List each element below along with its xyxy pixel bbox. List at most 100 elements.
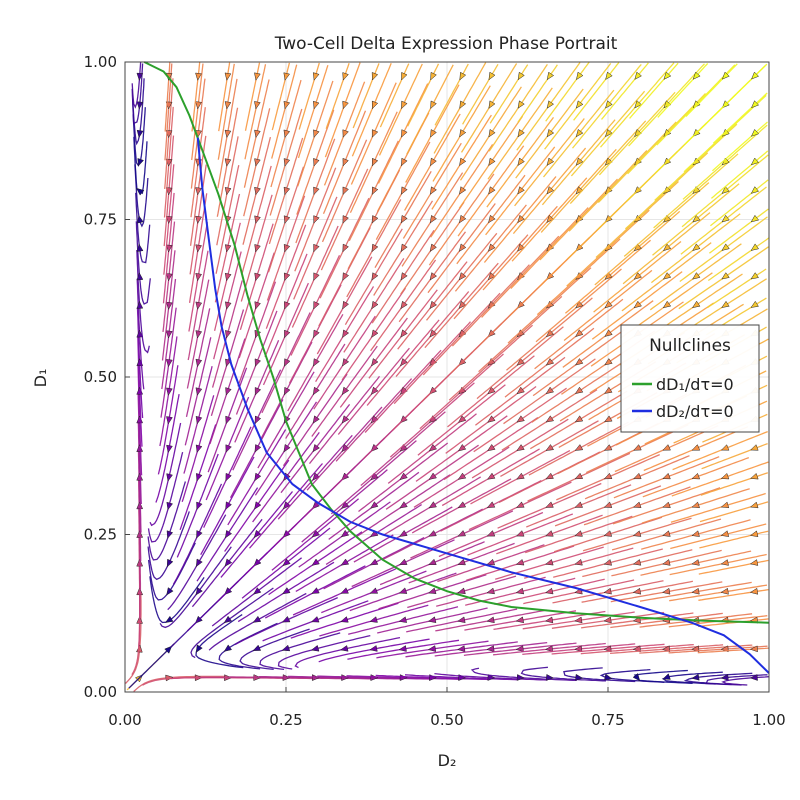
stream-arrow-90 (252, 615, 262, 623)
stream-arrow-15 (136, 243, 144, 252)
y-tick-label: 0.50 (84, 368, 117, 386)
stream-arrow-260 (459, 157, 467, 167)
stream-arrow-170 (342, 215, 349, 224)
stream-arrow-483 (751, 71, 760, 80)
streamline-483 (713, 63, 768, 116)
stream-arrow-29 (166, 473, 173, 482)
stream-arrow-144 (313, 329, 320, 339)
stream-arrow-140 (312, 443, 320, 453)
stream-arrow-296 (516, 386, 525, 395)
stream-arrow-238 (430, 157, 437, 167)
stream-arrow-423 (691, 530, 700, 537)
stream-arrow-258 (459, 214, 467, 224)
stream-arrow-456 (721, 214, 730, 223)
stream-arrow-27 (166, 530, 174, 539)
stream-arrow-147 (313, 243, 320, 253)
stream-arrow-113 (282, 587, 291, 595)
stream-arrow-257 (458, 243, 467, 252)
stream-arrow-477 (750, 243, 760, 251)
x-axis-label: D₂ (438, 751, 457, 770)
stream-arrow-251 (458, 415, 467, 423)
stream-arrow-228 (428, 443, 438, 452)
stream-arrow-120 (283, 386, 291, 396)
streamline-480 (710, 150, 769, 199)
stream-arrow-447 (720, 472, 730, 480)
stream-arrow-142 (312, 386, 320, 396)
stream-arrow-462 (749, 674, 758, 681)
stream-arrow-389 (633, 243, 642, 252)
stream-arrow-482 (751, 100, 760, 109)
stream-arrow-439 (692, 71, 701, 80)
stream-arrow-85 (224, 129, 232, 139)
stream-arrow-154 (341, 674, 350, 681)
stream-arrow-431 (691, 300, 701, 309)
stream-arrow-215 (400, 186, 408, 195)
stream-arrow-128 (283, 158, 291, 167)
stream-arrow-311 (544, 587, 554, 595)
stream-arrow-216 (401, 157, 408, 167)
stream-arrow-177 (369, 645, 378, 652)
stream-arrow-20 (136, 101, 144, 110)
stream-arrow-434 (692, 214, 701, 223)
stream-arrow-179 (369, 587, 379, 594)
stream-arrow-143 (312, 358, 320, 367)
stream-arrow-106 (254, 158, 261, 167)
stream-arrow-155 (339, 645, 349, 652)
stream-arrow-104 (254, 215, 261, 225)
streamline-444 (669, 553, 767, 576)
streamline-395 (601, 62, 649, 120)
stream-arrow-395 (634, 71, 642, 80)
stream-arrow-432 (692, 272, 701, 280)
stream-arrow-78 (224, 330, 232, 339)
stream-arrow-399 (661, 587, 671, 595)
stream-arrow-105 (254, 186, 261, 196)
stream-arrow-205 (399, 472, 408, 481)
stream-arrow-194 (371, 157, 379, 167)
stream-arrow-51 (196, 473, 203, 482)
stream-arrow-67 (223, 644, 233, 652)
stream-arrow-263 (459, 71, 467, 81)
x-tick-label: 0.00 (108, 711, 141, 729)
streamline-130 (271, 64, 298, 159)
stream-arrow-212 (400, 272, 408, 281)
streamline-448 (672, 430, 768, 471)
stream-arrow-114 (282, 558, 291, 567)
stream-arrow-225 (428, 530, 437, 537)
y-tick-label: 0.00 (84, 683, 117, 701)
streamline-443 (669, 584, 768, 602)
stream-arrow-388 (633, 272, 642, 280)
stream-arrow-303 (517, 186, 525, 195)
stream-arrow-169 (342, 243, 349, 253)
stream-arrow-145 (313, 301, 320, 310)
stream-arrow-292 (516, 501, 525, 508)
stream-arrow-7 (136, 472, 144, 481)
stream-arrow-224 (428, 558, 437, 565)
stream-arrow-159 (340, 529, 350, 538)
stream-arrow-191 (371, 243, 379, 253)
stream-arrow-35 (165, 301, 173, 311)
stream-arrow-219 (401, 72, 408, 81)
stream-arrow-338 (574, 444, 584, 451)
streamline-445 (670, 523, 767, 550)
stream-arrow-481 (750, 128, 760, 137)
stream-arrow-250 (457, 443, 467, 452)
stream-arrow-378 (632, 559, 642, 566)
stream-arrow-312 (544, 558, 554, 566)
stream-arrow-98 (254, 387, 262, 396)
stream-arrow-433 (692, 243, 701, 251)
stream-arrow-288 (515, 616, 525, 624)
stream-arrow-353 (603, 645, 612, 653)
chart-title: Two-Cell Delta Expression Phase Portrait (274, 34, 618, 54)
stream-arrow-400 (662, 559, 671, 566)
stream-arrow-342 (575, 329, 584, 338)
streamline-482 (712, 92, 768, 144)
streamline-22 (133, 675, 226, 692)
stream-arrow-354 (603, 616, 612, 624)
stream-arrow-30 (166, 444, 173, 454)
stream-arrow-64 (195, 101, 202, 110)
stream-arrow-307 (517, 71, 525, 81)
stream-arrow-210 (400, 329, 408, 338)
stream-arrow-249 (457, 472, 467, 480)
stream-arrow-270 (486, 501, 496, 508)
stream-arrow-289 (515, 587, 525, 595)
